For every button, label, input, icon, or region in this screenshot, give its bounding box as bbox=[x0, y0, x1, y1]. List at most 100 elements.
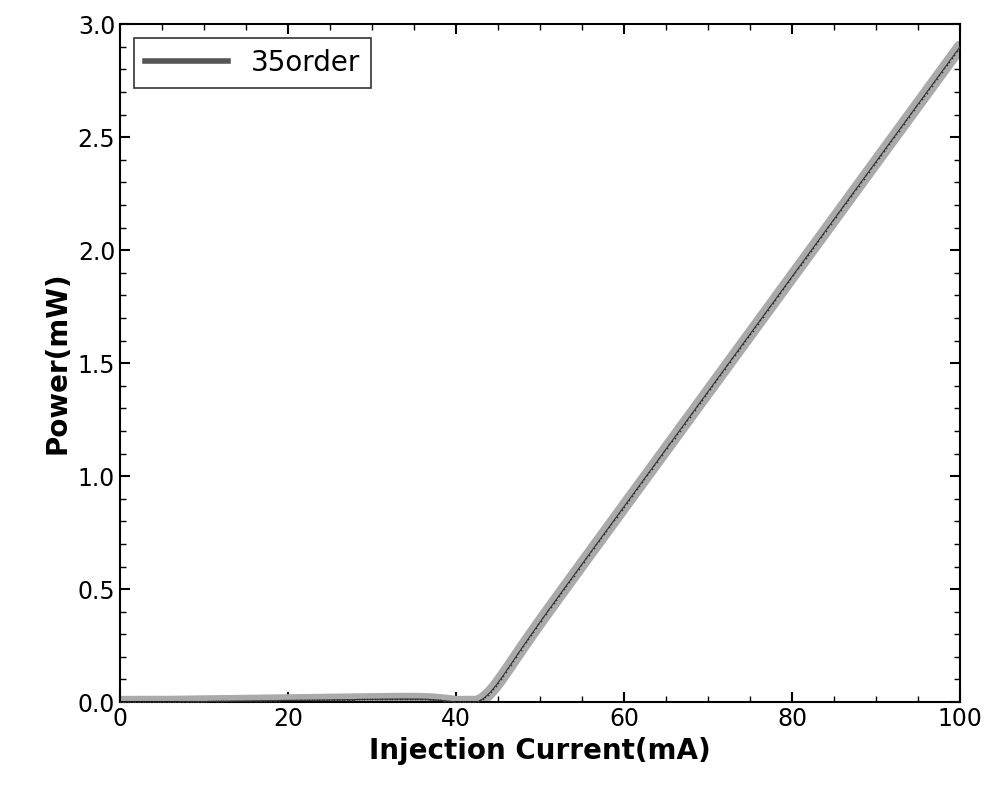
Point bbox=[803, 245, 819, 257]
Point bbox=[215, 695, 231, 708]
Point bbox=[825, 214, 841, 227]
Point bbox=[334, 693, 350, 706]
Point bbox=[293, 694, 309, 707]
Point bbox=[533, 614, 549, 627]
Point bbox=[651, 452, 667, 465]
Point bbox=[800, 249, 816, 261]
Point bbox=[546, 597, 562, 610]
Point bbox=[437, 694, 453, 707]
Point bbox=[898, 114, 914, 127]
Point bbox=[374, 692, 390, 705]
Point bbox=[488, 679, 504, 692]
Point bbox=[271, 694, 287, 707]
Point bbox=[631, 479, 647, 492]
Point bbox=[346, 693, 362, 706]
Point bbox=[208, 695, 224, 708]
Point bbox=[220, 695, 236, 708]
Point bbox=[462, 696, 478, 709]
Point bbox=[694, 393, 710, 406]
Point bbox=[805, 241, 821, 254]
Point bbox=[697, 390, 713, 403]
Point bbox=[503, 658, 519, 671]
Point bbox=[223, 695, 239, 708]
Point bbox=[674, 420, 690, 433]
Point bbox=[820, 220, 836, 233]
Point bbox=[596, 528, 612, 541]
Point bbox=[903, 107, 919, 119]
Point bbox=[495, 669, 511, 682]
Point bbox=[566, 569, 582, 582]
Point bbox=[830, 207, 846, 220]
Point bbox=[573, 558, 589, 571]
Point bbox=[508, 650, 524, 663]
Point bbox=[256, 694, 272, 707]
Point bbox=[359, 693, 375, 706]
Point bbox=[692, 396, 708, 409]
Point bbox=[712, 369, 728, 382]
Point bbox=[571, 562, 587, 575]
Point bbox=[714, 366, 730, 378]
Point bbox=[730, 345, 746, 358]
Point bbox=[286, 694, 302, 707]
Point bbox=[351, 693, 367, 706]
Point bbox=[425, 693, 441, 706]
Point bbox=[369, 692, 385, 705]
Point bbox=[157, 696, 173, 709]
Point bbox=[165, 696, 181, 709]
Point bbox=[636, 472, 652, 485]
Point bbox=[707, 376, 723, 389]
Point bbox=[727, 349, 743, 362]
Point bbox=[621, 493, 637, 506]
Point bbox=[785, 269, 801, 282]
Point bbox=[722, 355, 738, 368]
Point bbox=[780, 276, 796, 289]
Point bbox=[520, 633, 536, 646]
Point bbox=[200, 695, 216, 708]
Point bbox=[483, 685, 499, 698]
Point bbox=[362, 693, 378, 706]
Point bbox=[795, 255, 811, 268]
Point bbox=[500, 662, 516, 675]
Point bbox=[848, 182, 864, 195]
Point bbox=[409, 692, 425, 705]
Point bbox=[233, 695, 249, 708]
Point bbox=[291, 694, 307, 707]
Point bbox=[944, 52, 960, 65]
Point bbox=[619, 496, 635, 509]
Point bbox=[858, 169, 874, 182]
Point bbox=[747, 320, 763, 333]
Point bbox=[455, 696, 471, 709]
Point bbox=[122, 696, 138, 709]
Point bbox=[833, 203, 849, 216]
Point bbox=[823, 217, 839, 230]
Point bbox=[787, 266, 803, 278]
Point bbox=[914, 93, 930, 106]
Point bbox=[392, 692, 408, 705]
Point bbox=[518, 636, 534, 649]
Point bbox=[654, 449, 670, 462]
Point bbox=[750, 317, 766, 330]
Point bbox=[735, 338, 751, 351]
Point bbox=[273, 694, 289, 707]
Point bbox=[588, 538, 604, 551]
Point bbox=[288, 694, 304, 707]
Point bbox=[281, 694, 297, 707]
Point bbox=[548, 593, 564, 606]
Point bbox=[553, 587, 569, 600]
Point bbox=[777, 279, 793, 292]
Point bbox=[699, 387, 715, 399]
Point bbox=[793, 258, 809, 271]
Point bbox=[732, 341, 748, 354]
Point bbox=[243, 695, 259, 708]
Point bbox=[349, 693, 365, 706]
Point bbox=[881, 138, 897, 151]
Point bbox=[316, 693, 332, 706]
Point bbox=[460, 696, 476, 709]
Point bbox=[430, 693, 446, 706]
Point bbox=[702, 383, 718, 395]
Point bbox=[790, 262, 806, 275]
Point bbox=[878, 141, 894, 154]
Point bbox=[480, 688, 496, 701]
Point bbox=[888, 128, 904, 140]
Point bbox=[755, 311, 771, 324]
